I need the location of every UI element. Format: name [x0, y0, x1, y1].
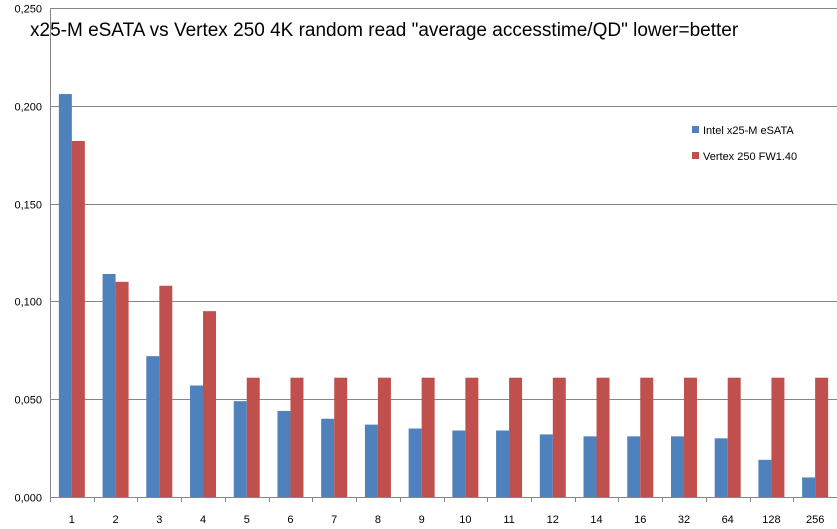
bar-intel	[277, 410, 291, 497]
x-tick-label: 14	[590, 514, 602, 526]
bar-intel	[496, 430, 510, 497]
bar-intel	[539, 434, 553, 497]
bar-vertex	[290, 377, 304, 497]
bar-intel	[190, 385, 204, 497]
y-tick-label: 0,150	[14, 200, 42, 212]
bar-vertex	[71, 141, 85, 497]
bar-intel	[58, 94, 72, 498]
bar-vertex	[640, 377, 654, 497]
bar-vertex	[596, 377, 610, 497]
y-tick-label: 0,250	[14, 4, 42, 16]
bar-intel	[714, 438, 728, 497]
bar-intel	[627, 436, 641, 497]
bar-intel	[408, 428, 422, 497]
bar-vertex	[421, 377, 435, 497]
bar-intel	[102, 274, 116, 497]
legend-label: Intel x25-M eSATA	[703, 125, 794, 137]
y-tick-labels: 0,000 0,050 0,100 0,150 0,200 0,250	[14, 4, 42, 505]
bar-vertex	[334, 377, 348, 497]
x-tick-label: 2	[113, 514, 119, 526]
legend-swatch	[692, 152, 699, 159]
bar-intel	[670, 436, 684, 497]
bar-vertex	[727, 377, 741, 497]
x-tick-label: 11	[503, 514, 514, 526]
chart-title: x25-M eSATA vs Vertex 250 4K random read…	[30, 20, 739, 41]
legend-label: Vertex 250 FW1.40	[703, 151, 797, 163]
bar-vertex	[203, 311, 217, 497]
bar-intel	[802, 477, 816, 497]
bar-vertex	[552, 377, 566, 497]
x-tick-label: 1	[69, 514, 75, 526]
legend: Intel x25-M eSATA Vertex 250 FW1.40	[692, 125, 797, 163]
y-tick-label: 0,000	[14, 493, 42, 505]
bar-vertex	[377, 377, 391, 497]
y-tick-label: 0,200	[14, 102, 42, 114]
x-tick-label: 4	[200, 514, 206, 526]
y-tick-label: 0,050	[14, 395, 42, 407]
x-tick-label: 256	[806, 514, 824, 526]
x-tick-label: 32	[678, 514, 690, 526]
bar-vertex	[683, 377, 697, 497]
x-tick-label: 128	[762, 514, 780, 526]
x-tick-label: 16	[634, 514, 646, 526]
x-tick-label: 8	[375, 514, 381, 526]
x-tick-labels: 1 2 3 4 5 6 7 8 9 10 11 12 14 16 32 64 128 256	[69, 514, 825, 526]
bar-vertex	[115, 281, 129, 497]
bar-intel	[364, 424, 378, 497]
x-tick-label: 3	[156, 514, 162, 526]
bar-intel	[321, 418, 335, 497]
y-tick-label: 0,100	[14, 297, 42, 309]
x-tick-label: 6	[287, 514, 293, 526]
x-tick-label: 12	[547, 514, 559, 526]
bars	[58, 94, 829, 498]
bar-vertex	[465, 377, 479, 497]
bar-vertex	[771, 377, 785, 497]
gridlines	[50, 8, 837, 400]
legend-swatch	[692, 126, 699, 133]
bar-intel	[583, 436, 597, 497]
x-tick-label: 7	[331, 514, 337, 526]
bar-vertex	[815, 377, 829, 497]
bar-intel	[758, 459, 772, 497]
bar-vertex	[509, 377, 523, 497]
x-tick-label: 64	[722, 514, 734, 526]
bar-vertex	[159, 285, 173, 497]
bar-intel	[233, 401, 247, 497]
bar-intel	[452, 430, 466, 497]
axes	[50, 8, 837, 502]
x-tick-label: 5	[244, 514, 250, 526]
bar-intel	[146, 356, 160, 497]
x-tick-label: 9	[419, 514, 425, 526]
bar-vertex	[246, 377, 260, 497]
x-tick-label: 10	[459, 514, 471, 526]
